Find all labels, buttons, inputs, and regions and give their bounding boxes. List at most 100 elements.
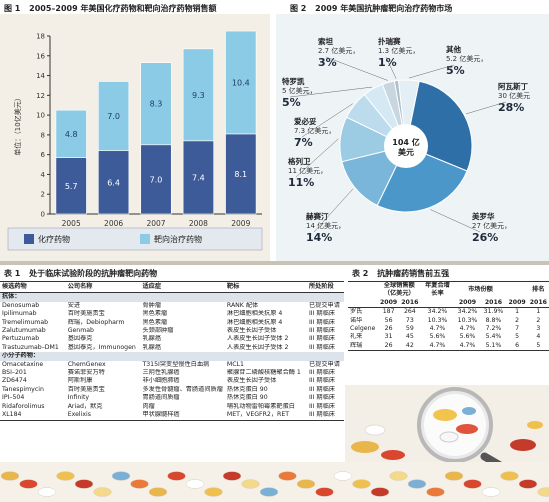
x-tick-label: 2008: [189, 219, 208, 228]
pill-shape: [407, 479, 427, 489]
table2-cell: 31: [384, 333, 393, 341]
pill-shape: [444, 471, 464, 481]
table1-cell: 基因泰克，Immunogen: [67, 343, 136, 351]
table1-cell: 非小细胞肺癌: [142, 377, 180, 385]
table2-sub-header: 2016: [480, 298, 507, 309]
table2-row: 礼来 31 45 5.6% 5.6% 5.4% 5 4: [348, 333, 549, 341]
table2-cell: 5: [515, 333, 520, 341]
table2-cell: 26: [378, 341, 400, 352]
bar-value-label: 9.3: [192, 91, 205, 100]
slice-name-label: 其他: [446, 44, 461, 54]
pill-shape: [0, 471, 20, 481]
table2-sub-header: 2016: [527, 298, 549, 309]
table1-cell: BSI–201: [2, 369, 27, 377]
table1-header: 靶标: [224, 280, 307, 294]
table1-cell: 基因泰克: [67, 335, 93, 343]
table1-row: ZD6474 阿斯利康 非小细胞肺癌 表皮生长因子受体 III 期临床: [0, 377, 344, 385]
table1-cell: T315I突变型慢性白血病: [142, 360, 210, 368]
table2-cell: 6: [506, 341, 528, 352]
table2-cell: 4.7%: [420, 341, 455, 352]
figure2-title: 图 2 2009 年美国抗肿瘤靶向治疗药物市场: [290, 3, 452, 14]
section-label: 小分子药物：: [0, 352, 344, 361]
leader-line: [313, 188, 354, 233]
leader-line: [289, 86, 373, 98]
table1-cell: 赛诺菲安万特: [67, 369, 105, 377]
slice-value-label: 14 亿美元，: [306, 221, 345, 230]
table1-cell: Genmab: [67, 327, 94, 335]
table2-group-header: 全球销售额（亿美元）: [378, 280, 421, 299]
table1-cell: 聚腺苷二磷酸核糖聚合酶 1: [226, 369, 301, 377]
table1-cell: Tremelimumab: [2, 318, 49, 326]
pie-slice: [397, 79, 420, 147]
table1-row: Zalutumumab Genmab 头颈部肿瘤 表皮生长因子受体 III 期临床: [0, 327, 344, 335]
pie-center-unit: 美元: [398, 147, 414, 157]
table2-number: 表 2: [352, 269, 369, 278]
table1-cell: 黑色素瘤: [142, 318, 168, 326]
slice-value-label: 1.3 亿美元，: [378, 46, 419, 55]
table1-cell: Tanespimycin: [2, 385, 44, 393]
table1-cell: 安进: [67, 301, 81, 309]
table2-group-header: 排名: [527, 280, 549, 299]
table1-cell: III 期临床: [308, 402, 335, 410]
table1-cell: RANK 配体: [226, 301, 259, 309]
table1-cell: Infinity: [67, 394, 90, 402]
pill-shape: [148, 487, 168, 497]
y-tick-label: 10: [36, 112, 45, 120]
table1-section-antibodies: 抗体：: [0, 292, 344, 302]
table1-row: Tanespimycin 百时美施贵宝 多发性骨髓瘤、胃肠道间质瘤 热休克蛋白 90 I…: [0, 386, 344, 394]
legend-label-targeted: 靶向治疗药物: [154, 234, 202, 244]
slice-percent-label: 26%: [472, 231, 498, 244]
slice-name-label: 美罗华: [472, 211, 495, 221]
pill-shape: [537, 487, 549, 497]
table2-cell: 4: [536, 333, 541, 341]
pill-shape: [426, 487, 445, 497]
table2-row: 辉瑞 26 42 4.7% 4.7% 5.1% 6 5: [348, 341, 549, 352]
table1-title: 表 1 处于临床试验阶段的抗肿瘤靶向药物: [4, 268, 344, 279]
table1-block: 表 1 处于临床试验阶段的抗肿瘤靶向药物 候选药物 公司名称 适应症 靶标 所处…: [0, 266, 344, 462]
pill-shape: [37, 487, 57, 497]
table2-cell: 187: [382, 308, 395, 316]
table1-header-row: 候选药物 公司名称 适应症 靶标 所处阶段: [0, 280, 344, 294]
table1-header: 候选药物: [0, 280, 66, 294]
pill-shape: [241, 479, 260, 489]
table2-cell: 2: [536, 316, 541, 324]
pill-shape: [333, 471, 353, 481]
y-tick-label: 2: [41, 191, 45, 199]
targeted-bar: [182, 48, 214, 142]
table1-cell: 热休克蛋白 90: [226, 385, 268, 393]
table2-group-header: 市场份额: [454, 280, 507, 299]
slice-value-label: 27 亿美元，: [472, 221, 511, 230]
table1-cell: MET，VEGFR2，RET: [224, 411, 307, 421]
slice-percent-label: 1%: [378, 56, 397, 69]
bar-value-label: 7.4: [192, 173, 205, 182]
x-tick-label: 2006: [104, 219, 123, 228]
table1-cell: 三阴性乳腺癌: [142, 369, 180, 377]
table1-cell: 黑色素瘤: [142, 310, 168, 318]
table1-cell: Pertuzumab: [2, 335, 40, 343]
pill-shape: [111, 471, 131, 481]
table2-corner: [348, 280, 378, 299]
table2-cell: 8.8%: [485, 316, 502, 324]
table2-cell: 34.2%: [427, 308, 448, 316]
y-tick-label: 18: [36, 33, 45, 41]
leader-line: [408, 64, 455, 79]
slice-value-label: 2.7 亿美元，: [318, 46, 359, 55]
legend-box: [7, 227, 263, 251]
leader-line: [295, 138, 339, 178]
pie-chart-panel: 104 亿美元 阿瓦斯丁 30 亿美元 28% 美罗华 27 亿美元， 26% 赫赛汀 14 亿…: [276, 14, 549, 264]
slice-percent-label: 7%: [294, 136, 313, 149]
leader-line: [385, 56, 397, 79]
table2-row: 罗氏 187 264 34.2% 34.2% 31.9% 1 1: [348, 308, 549, 317]
table1-cell: 胃肠道间质瘤: [142, 394, 180, 402]
table1-header: 适应症: [140, 280, 225, 294]
table2-cell: 45: [405, 333, 414, 341]
figure2-title-text: 2009 年美国抗肿瘤靶向治疗药物市场: [315, 4, 453, 13]
pill-shape: [259, 487, 279, 497]
figure1-title-text: 2005–2009 年美国化疗药物和靶向治疗药物销售额: [29, 4, 217, 13]
table2-sub-header: 2009: [506, 298, 528, 309]
leader-line: [301, 103, 353, 138]
table1-cell: MCL1: [226, 360, 244, 368]
legend-swatch-targeted: [140, 234, 150, 244]
table1-row: Ridaforolimus Ariad，默克 肉瘤 哺乳动物雷帕霉素靶蛋白 III 期临…: [0, 403, 344, 411]
y-axis-label: 单位：（10亿美元）: [13, 94, 22, 155]
